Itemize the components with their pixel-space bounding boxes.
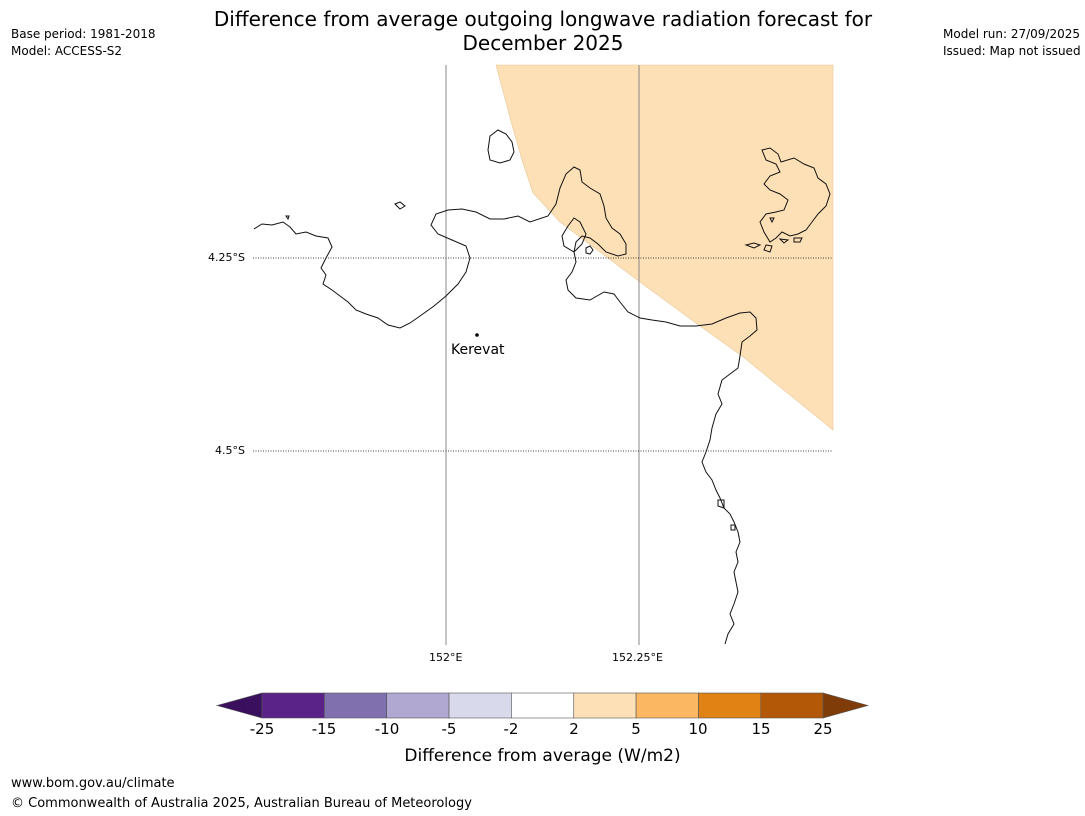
colorbar-segment — [261, 692, 325, 719]
colorbar-segment — [698, 692, 762, 719]
place-label-kerevat: Kerevat — [451, 342, 505, 358]
colorbar-tick: -25 — [249, 720, 275, 738]
lat-label-4-5s: 4.5°S — [215, 444, 245, 457]
map-title: Difference from average outgoing longwav… — [193, 7, 893, 55]
colorbar-tick: 2 — [569, 720, 579, 738]
anomaly-shading — [495, 64, 834, 431]
islet-3 — [285, 215, 290, 221]
colorbar-segment — [635, 692, 699, 719]
colorbar-tick: 5 — [631, 720, 641, 738]
island-north — [487, 129, 515, 164]
islet-6 — [778, 238, 790, 244]
colorbar-tick: -15 — [311, 720, 337, 738]
islet-5 — [763, 244, 773, 253]
meta-left: Base period: 1981-2018 Model: ACCESS-S2 — [11, 26, 156, 60]
colorbar-segment — [386, 692, 450, 719]
issued-text: Issued: Map not issued — [943, 44, 1081, 58]
colorbar-tick: -5 — [441, 720, 457, 738]
lon-label-152e: 152°E — [429, 651, 463, 664]
coastline-inlet — [561, 217, 587, 253]
colorbar-tick: 10 — [688, 720, 708, 738]
kerevat-marker — [475, 333, 479, 337]
colorbar-segment — [324, 692, 388, 719]
colorbar-tick: 25 — [813, 720, 833, 738]
footer-copyright: © Commonwealth of Australia 2025, Austra… — [11, 796, 472, 811]
lon-label-152-25e: 152.25°E — [612, 651, 663, 664]
colorbar-extend-high — [822, 692, 870, 719]
islet-9 — [717, 499, 725, 509]
colorbar-segment — [760, 692, 824, 719]
coastline-main — [253, 166, 758, 645]
colorbar-tick: -10 — [374, 720, 400, 738]
colorbar — [215, 692, 870, 719]
base-period-text: Base period: 1981-2018 — [11, 27, 156, 41]
lat-label-4-25s: 4.25°S — [208, 251, 245, 264]
coastline — [253, 129, 831, 645]
colorbar-segment — [448, 692, 512, 719]
island-group-ne — [759, 147, 831, 243]
islet-7 — [793, 237, 803, 243]
islet-2 — [394, 201, 406, 210]
footer-url[interactable]: www.bom.gov.au/climate — [11, 776, 175, 791]
colorbar-extend-low — [215, 692, 263, 719]
title-line-2: December 2025 — [462, 31, 624, 55]
colorbar-tick: 15 — [751, 720, 771, 738]
meta-right: Model run: 27/09/2025 Issued: Map not is… — [943, 26, 1081, 60]
islet-1 — [585, 245, 594, 255]
colorbar-segment — [573, 692, 637, 719]
colorbar-label: Difference from average (W/m2) — [404, 746, 681, 766]
islet-8 — [769, 217, 775, 224]
colorbar-tick: -2 — [503, 720, 519, 738]
islet-4 — [744, 242, 762, 249]
colorbar-segment — [511, 692, 575, 719]
model-text: Model: ACCESS-S2 — [11, 44, 123, 58]
islet-10 — [730, 524, 736, 531]
model-run-text: Model run: 27/09/2025 — [943, 27, 1081, 41]
title-line-1: Difference from average outgoing longwav… — [213, 7, 873, 31]
